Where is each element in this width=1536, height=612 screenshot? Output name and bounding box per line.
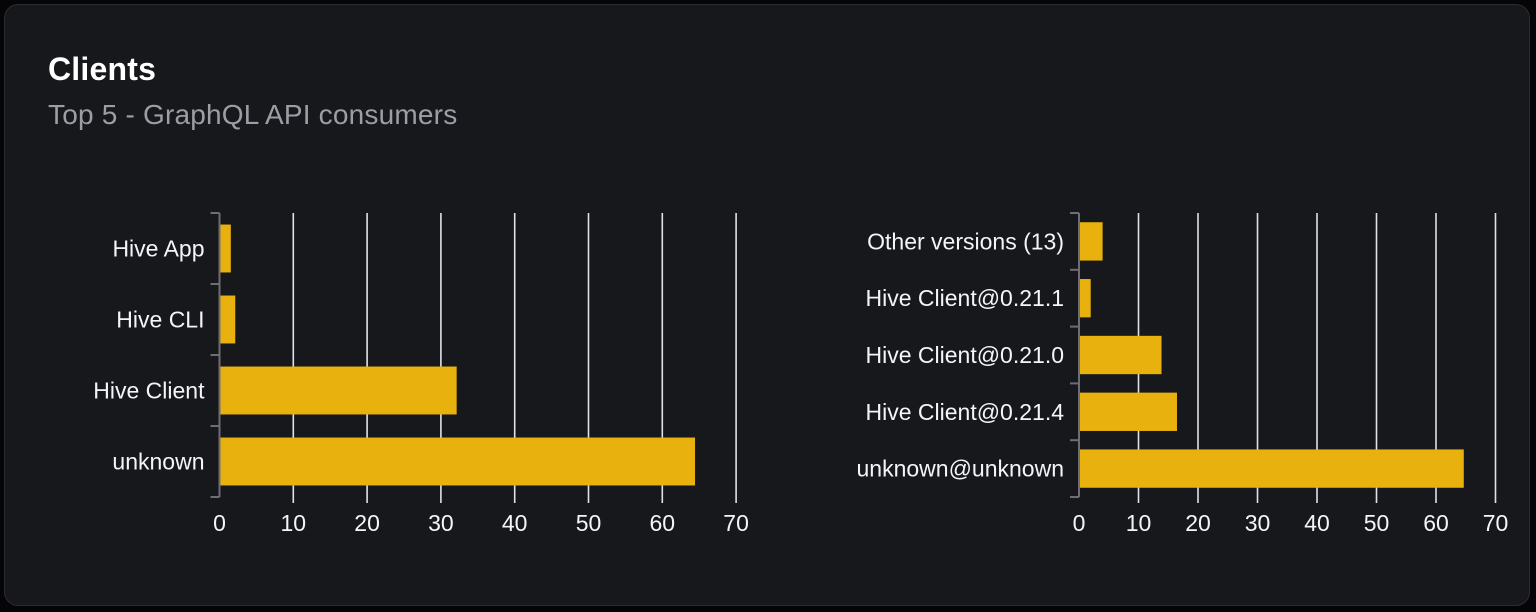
category-label: Hive Client@0.21.0 <box>866 342 1065 368</box>
x-tick-label: 10 <box>281 510 307 536</box>
x-tick-label: 50 <box>576 510 602 536</box>
x-tick-label: 20 <box>1185 510 1211 536</box>
category-label: Hive CLI <box>116 307 204 333</box>
x-tick-label: 10 <box>1126 510 1152 536</box>
x-tick-label: 30 <box>1245 510 1271 536</box>
category-label: Hive App <box>112 236 204 262</box>
card-title: Clients <box>48 51 157 87</box>
x-tick-label: 40 <box>502 510 528 536</box>
x-tick-label: 50 <box>1364 510 1390 536</box>
category-label: Hive Client@0.21.1 <box>866 285 1065 311</box>
x-tick-label: 70 <box>723 510 749 536</box>
category-label: unknown <box>112 449 204 475</box>
x-tick-label: 0 <box>213 510 226 536</box>
bar[interactable] <box>220 437 696 486</box>
x-tick-label: 0 <box>1073 510 1086 536</box>
bar[interactable] <box>1080 392 1177 431</box>
clients-top5-bar-chart: 0 10 20 30 40 50 60 70 Hive App Hive CLI Hive Clie… <box>93 212 749 536</box>
client-versions-top5-bar-chart: 0 10 20 30 40 50 60 70 Other versions (13) Hive C… <box>857 212 1509 536</box>
x-tick-label: 60 <box>1423 510 1449 536</box>
bar[interactable] <box>1080 279 1091 318</box>
category-label: Other versions (13) <box>867 228 1064 254</box>
x-tick-label: 30 <box>428 510 454 536</box>
bar[interactable] <box>220 224 231 273</box>
card-subtitle: Top 5 - GraphQL API consumers <box>48 99 458 130</box>
bar[interactable] <box>1080 222 1103 261</box>
category-label: unknown@unknown <box>857 456 1064 482</box>
bar[interactable] <box>1080 335 1162 375</box>
category-label: Hive Client@0.21.4 <box>866 399 1065 425</box>
bar[interactable] <box>220 366 457 415</box>
x-tick-label: 70 <box>1483 510 1509 536</box>
clients-card: Clients Top 5 - GraphQL API consumers 0 1… <box>4 4 1530 606</box>
x-tick-label: 40 <box>1304 510 1330 536</box>
category-label: Hive Client <box>93 378 205 404</box>
x-tick-label: 20 <box>354 510 380 536</box>
bar[interactable] <box>220 295 236 344</box>
x-tick-label: 60 <box>650 510 676 536</box>
bar[interactable] <box>1080 449 1464 488</box>
